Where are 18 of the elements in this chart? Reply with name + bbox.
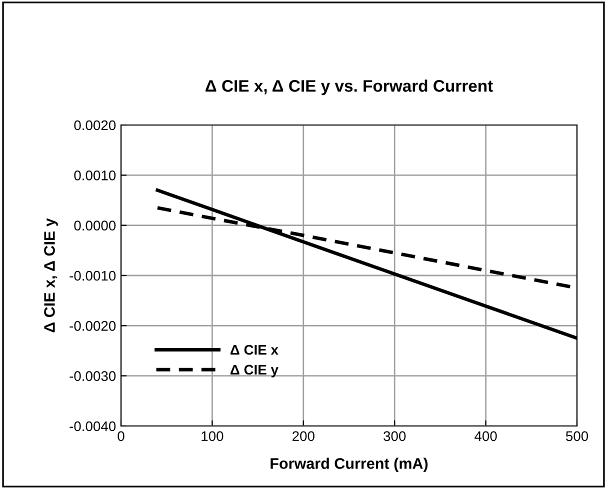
y-tick-label: 0.0010 xyxy=(74,170,116,180)
x-tick-label: 0 xyxy=(118,431,124,442)
legend-label: Δ CIE x xyxy=(230,344,278,355)
x-tick-label: 100 xyxy=(202,431,224,442)
y-tick-label: -0.0030 xyxy=(70,371,116,382)
legend-label: Δ CIE y xyxy=(230,364,278,378)
y-tick-label: -0.0010 xyxy=(70,270,116,281)
x-tick-label: 500 xyxy=(566,431,588,442)
y-tick-label: -0.0040 xyxy=(70,421,116,432)
y-axis-title: Δ CIE x, Δ CIE y xyxy=(44,218,58,332)
x-tick-label: 400 xyxy=(474,431,497,442)
x-axis-title: Forward Current (mA) xyxy=(270,458,428,472)
y-tick-label: -0.0020 xyxy=(70,321,116,331)
x-tick-label: 200 xyxy=(292,431,314,442)
x-tick-label: 300 xyxy=(384,431,406,442)
chart-title: Δ CIE x, Δ CIE y vs. Forward Current xyxy=(206,80,493,96)
y-tick-label: 0.0020 xyxy=(74,120,116,130)
y-tick-label: 0.0000 xyxy=(74,220,116,231)
